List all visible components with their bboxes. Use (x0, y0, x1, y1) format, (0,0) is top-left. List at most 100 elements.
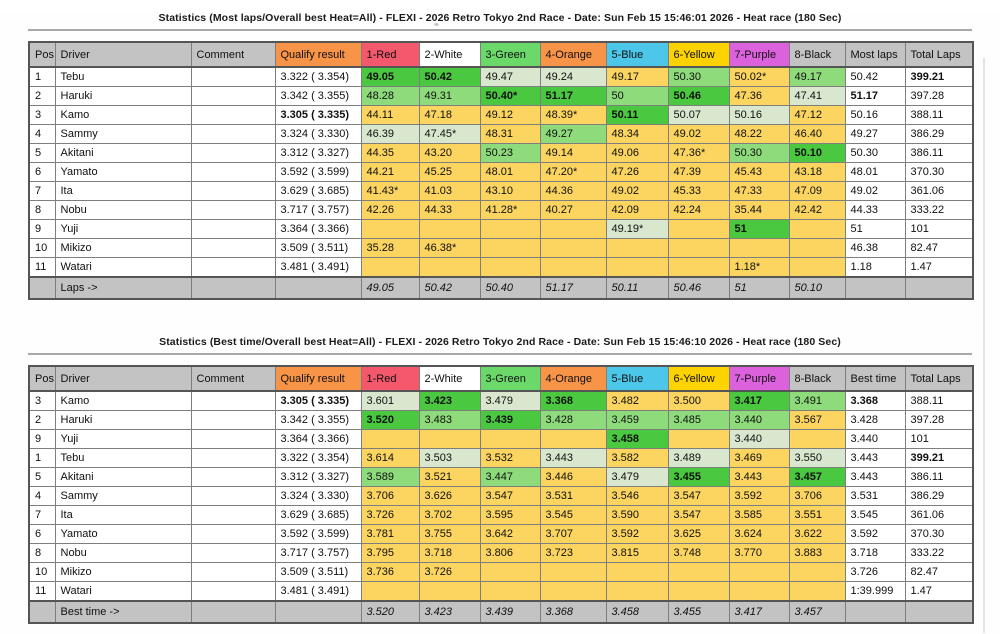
total-laps-cell: 333.22 (904, 543, 974, 563)
comment-cell (190, 543, 276, 563)
heat-cell: 50.30 (667, 66, 730, 87)
driver-cell: Haruki (54, 410, 192, 430)
summary-cell: 48.01 (844, 162, 906, 182)
driver-row: 1 Tebu 3.322 ( 3.354) 3.614 3.503 3.532 3.443 3… (28, 448, 974, 468)
driver-cell: Sammy (54, 486, 192, 506)
summary-cell: 1:39.999 (844, 581, 906, 602)
driver-row: 9 Yuji 3.364 ( 3.366) 49.19* 51 51 101 (28, 219, 974, 239)
driver-row: 7 Ita 3.629 ( 3.685) 3.726 3.702 3.595 3.545 3.… (28, 505, 974, 525)
heat-cell: 47.09 (788, 181, 846, 201)
total-laps-cell: 1.47 (904, 581, 974, 602)
heat-cell: 46.39 (360, 124, 420, 144)
heat-cell: 3.500 (667, 390, 730, 411)
summary-cell: 49.02 (844, 181, 906, 201)
column-header: 7-Purple (728, 365, 790, 392)
heat-cell: 3.755 (418, 524, 481, 544)
total-laps-cell: 82.47 (904, 238, 974, 258)
driver-cell: Nobu (54, 543, 192, 563)
heat-cell: 47.36* (667, 143, 730, 163)
qualify-cell: 3.629 ( 3.685) (274, 505, 362, 525)
comment-cell (190, 200, 276, 220)
best-time-section: Statistics (Best time/Overall best Heat=… (0, 336, 1000, 624)
heat-cell (605, 257, 669, 278)
pos-cell: 11 (28, 581, 56, 602)
heat-cell: 47.41 (788, 86, 846, 106)
pos-cell: 10 (28, 238, 56, 258)
qualify-cell: 3.364 ( 3.366) (274, 429, 362, 449)
heat-cell: 3.707 (539, 524, 607, 544)
driver-cell: Yamato (54, 162, 192, 182)
column-header: 5-Blue (605, 41, 669, 68)
pos-cell: 9 (28, 429, 56, 449)
heat-cell: 3.547 (667, 505, 730, 525)
footer-best-value: 3.417 (728, 600, 790, 624)
qualify-cell: 3.342 ( 3.355) (274, 86, 362, 106)
summary-cell: 3.726 (844, 562, 906, 582)
column-header: 1-Red (360, 41, 420, 68)
heat-cell: 49.31 (418, 86, 481, 106)
heat-cell: 3.458 (605, 429, 669, 449)
comment-cell (190, 505, 276, 525)
column-header: 4-Orange (539, 365, 607, 392)
summary-cell: 50.30 (844, 143, 906, 163)
heat-cell: 49.24 (539, 66, 607, 87)
footer-best-value: 50.46 (667, 276, 730, 300)
footer-best-value: 51 (728, 276, 790, 300)
heat-cell: 50.16 (728, 105, 790, 125)
heat-cell: 47.36 (728, 86, 790, 106)
heat-cell: 41.43* (360, 181, 420, 201)
qualify-cell: 3.509 ( 3.511) (274, 562, 362, 582)
heat-cell: 3.485 (667, 410, 730, 430)
heat-cell: 3.417 (728, 390, 790, 411)
heat-cell: 50.40* (479, 86, 541, 106)
qualify-cell: 3.717 ( 3.757) (274, 200, 362, 220)
footer-blank (274, 276, 362, 300)
most-laps-section: Statistics (Most laps/Overall best Heat=… (0, 12, 1000, 300)
pos-cell: 11 (28, 257, 56, 278)
heat-cell: 50 (605, 86, 669, 106)
summary-cell: 3.440 (844, 429, 906, 449)
heat-cell (788, 219, 846, 239)
footer-blank (190, 600, 276, 624)
driver-row: 11 Watari 3.481 ( 3.491) 1:39.999 1.47 (28, 581, 974, 602)
driver-cell: Tebu (54, 66, 192, 87)
qualify-cell: 3.481 ( 3.491) (274, 581, 362, 602)
heat-cell: 50.42 (418, 66, 481, 87)
heat-cell: 47.18 (418, 105, 481, 125)
heat-cell (728, 238, 790, 258)
heat-cell: 3.718 (418, 543, 481, 563)
heat-cell: 3.457 (788, 467, 846, 487)
qualify-cell: 3.324 ( 3.330) (274, 124, 362, 144)
heat-cell: 3.469 (728, 448, 790, 468)
column-header: Best time (844, 365, 906, 392)
comment-cell (190, 86, 276, 106)
heat-cell: 51.17 (539, 86, 607, 106)
driver-row: 9 Yuji 3.364 ( 3.366) 3.458 3.440 3.440 101 (28, 429, 974, 449)
heat-cell: 35.44 (728, 200, 790, 220)
heat-cell: 3.592 (605, 524, 669, 544)
heat-cell: 44.21 (360, 162, 420, 182)
heat-cell: 3.585 (728, 505, 790, 525)
driver-row: 10 Mikizo 3.509 ( 3.511) 3.736 3.726 3.726 82.… (28, 562, 974, 582)
heat-cell: 3.479 (605, 467, 669, 487)
heat-cell: 45.33 (667, 181, 730, 201)
driver-row: 2 Haruki 3.342 ( 3.355) 48.28 49.31 50.40* 51.… (28, 86, 974, 106)
total-laps-cell: 388.11 (904, 390, 974, 411)
driver-row: 5 Akitani 3.312 ( 3.327) 44.35 43.20 50.23 49.… (28, 143, 974, 163)
driver-cell: Tebu (54, 448, 192, 468)
heat-cell: 3.443 (728, 467, 790, 487)
heat-cell: 50.30 (728, 143, 790, 163)
column-header: 6-Yellow (667, 365, 730, 392)
heat-cell (788, 238, 846, 258)
header-row: Pos Driver Comment Qualify result 1-Red 2-Whi… (28, 41, 974, 68)
heat-cell: 48.31 (479, 124, 541, 144)
heat-cell (479, 238, 541, 258)
summary-cell: 1.18 (844, 257, 906, 278)
best-time-table: Pos Driver Comment Qualify result 1-Red 2-Whi… (28, 365, 974, 624)
pos-cell: 5 (28, 143, 56, 163)
heat-cell: 3.531 (539, 486, 607, 506)
comment-cell (190, 257, 276, 278)
heat-cell: 47.39 (667, 162, 730, 182)
heat-cell (539, 429, 607, 449)
heat-cell: 49.12 (479, 105, 541, 125)
